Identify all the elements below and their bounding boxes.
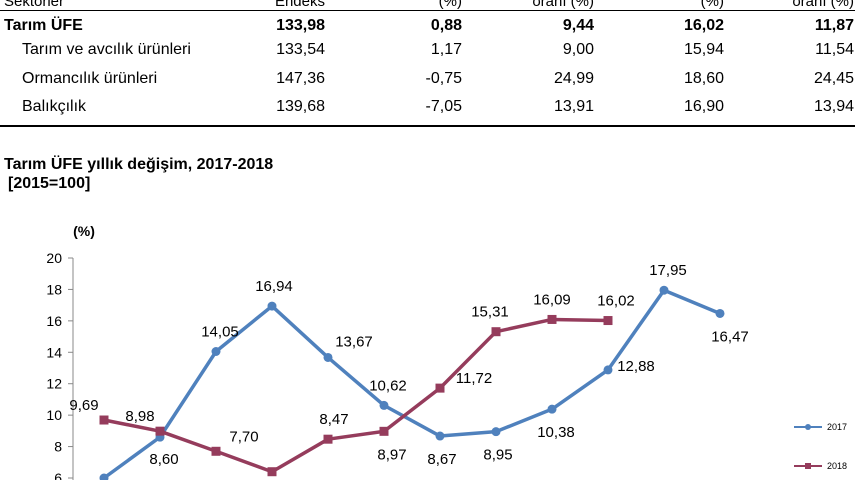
table-row: Tarım ve avcılık ürünleri 133,54 1,17 9,00 1… <box>0 41 860 65</box>
data-label: 14,05 <box>201 324 239 341</box>
data-label: 8,47 <box>319 411 348 428</box>
data-point-2017 <box>715 308 725 318</box>
data-label: 8,97 <box>377 446 406 463</box>
data-point-2018 <box>99 415 109 425</box>
table-cell: 9,44 <box>562 17 594 34</box>
y-tick-label: 10 <box>46 407 62 423</box>
legend-label-2018: 2018 <box>827 461 847 471</box>
y-axis-label: (%) <box>73 223 95 239</box>
data-label: 10,62 <box>369 377 407 394</box>
header-monthly-change: (%) <box>438 0 462 10</box>
data-point-2018 <box>435 383 445 393</box>
legend-label-2017: 2017 <box>827 422 847 432</box>
data-point-2018 <box>547 314 557 324</box>
table-cell: 11,87 <box>814 17 854 34</box>
data-label: 16,02 <box>597 293 635 310</box>
table-cell: 9,00 <box>562 41 594 58</box>
data-label: 13,67 <box>335 333 373 350</box>
data-point-2017 <box>267 301 277 311</box>
table-cell: 18,60 <box>683 70 724 87</box>
chart-title: Tarım ÜFE yıllık değişim, 2017-2018 <box>4 156 274 173</box>
header-annual-change: (%) <box>700 0 724 10</box>
data-point-2018 <box>211 446 221 456</box>
data-point-2017 <box>659 285 669 295</box>
table-row: Ormancılık ürünleri 147,36 -0,75 24,99 18,60… <box>0 70 860 94</box>
y-tick-label: 14 <box>46 344 62 360</box>
data-label: 8,67 <box>427 451 456 468</box>
data-label: 16,47 <box>711 328 749 345</box>
table-cell: 139,68 <box>276 98 325 115</box>
data-label: 9,69 <box>69 397 98 414</box>
header-ytd-change: oranı (%) <box>532 0 594 10</box>
data-label: 12,88 <box>617 358 655 375</box>
data-label: 7,70 <box>229 428 258 445</box>
y-tick-label: 8 <box>54 439 62 455</box>
legend-marker-2018 <box>805 463 811 469</box>
data-point-2018 <box>267 467 277 477</box>
y-tick-label: 18 <box>46 281 62 297</box>
table-row: Tarım ÜFE 133,98 0,88 9,44 16,02 11,87 <box>0 17 860 41</box>
data-label: 8,98 <box>125 408 154 425</box>
legend-marker-2017 <box>805 424 811 430</box>
header-average-change: oranı (%) <box>792 0 854 10</box>
row-label: Ormancılık ürünleri <box>22 70 158 87</box>
data-point-2018 <box>603 316 613 326</box>
y-tick-label: 16 <box>46 313 62 329</box>
data-label: 8,60 <box>149 451 178 468</box>
data-point-2017 <box>491 427 501 437</box>
table-header-divider <box>0 10 855 11</box>
table-row: Balıkçılık 139,68 -7,05 13,91 16,90 13,94 <box>0 98 860 122</box>
table-cell: 133,98 <box>276 17 325 34</box>
data-point-2017 <box>435 431 445 441</box>
table-cell: -0,75 <box>425 70 462 87</box>
data-label: 8,95 <box>483 447 512 464</box>
y-tick-label: 6 <box>54 470 62 480</box>
table-cell: 13,91 <box>553 98 594 115</box>
data-point-2018 <box>379 426 389 436</box>
y-tick-label: 20 <box>46 250 62 266</box>
table-cell: 16,90 <box>683 98 724 115</box>
series-line-2017 <box>102 288 721 480</box>
data-label: 16,09 <box>533 291 571 308</box>
data-point-2018 <box>323 434 333 444</box>
table-cell: 24,45 <box>813 70 854 87</box>
table-cell: 11,54 <box>815 41 854 58</box>
data-point-2018 <box>491 327 501 337</box>
table-cell: 16,02 <box>683 17 724 34</box>
row-label: Tarım ÜFE <box>4 17 83 34</box>
header-sektorler: Sektörler <box>4 0 65 10</box>
data-label: 15,31 <box>471 304 509 321</box>
data-point-2017 <box>547 404 557 414</box>
row-label: Tarım ve avcılık ürünleri <box>22 41 191 58</box>
table-cell: 13,94 <box>813 98 854 115</box>
row-label: Balıkçılık <box>22 98 87 115</box>
data-label: 16,94 <box>255 278 293 295</box>
data-point-2017 <box>99 473 109 480</box>
series-line-2018 <box>103 317 609 474</box>
data-label: 17,95 <box>649 262 687 279</box>
table-cell: 133,54 <box>276 41 325 58</box>
header-endeks: Endeks <box>274 0 325 10</box>
data-point-2018 <box>155 426 165 436</box>
table-bottom-border <box>0 125 855 127</box>
table-cell: -7,05 <box>425 98 462 115</box>
data-point-2017 <box>603 365 613 375</box>
table-cell: 0,88 <box>430 17 462 34</box>
data-point-2017 <box>323 352 333 362</box>
table-cell: 15,94 <box>683 41 724 58</box>
data-label: 10,38 <box>537 424 575 441</box>
data-label: 11,72 <box>456 370 492 387</box>
chart-subtitle: [2015=100] <box>8 175 91 192</box>
table-cell: 1,17 <box>430 41 462 58</box>
data-point-2017 <box>211 347 221 356</box>
table-cell: 147,36 <box>276 70 325 87</box>
y-tick-label: 12 <box>46 376 62 392</box>
table-cell: 24,99 <box>553 70 594 87</box>
data-point-2017 <box>379 400 389 410</box>
